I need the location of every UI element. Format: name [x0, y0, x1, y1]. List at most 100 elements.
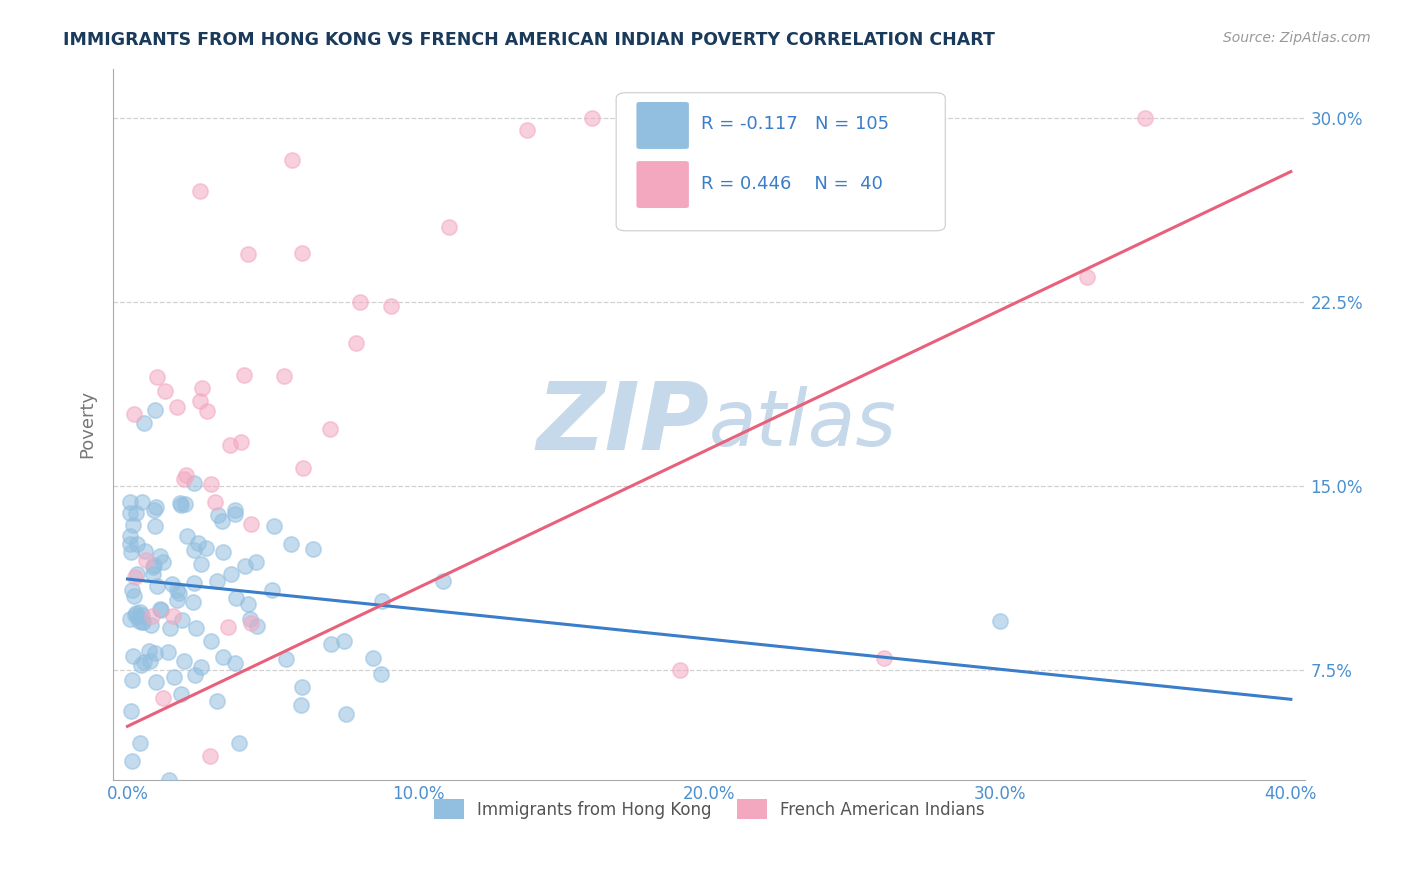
Point — [224, 502, 246, 516]
Point — [145, 675, 167, 690]
Point — [371, 594, 394, 608]
Point — [219, 438, 242, 452]
Point — [361, 651, 384, 665]
FancyBboxPatch shape — [616, 93, 945, 231]
Point — [1135, 111, 1157, 125]
Point — [121, 582, 143, 597]
Point — [139, 654, 162, 668]
Point — [669, 663, 692, 677]
Point — [225, 591, 247, 606]
Point — [160, 577, 183, 591]
Point — [291, 460, 314, 475]
Point — [145, 370, 167, 384]
Point — [240, 516, 263, 531]
Point — [143, 403, 166, 417]
Point — [166, 593, 188, 607]
Point — [205, 694, 228, 708]
Point — [145, 579, 167, 593]
Point — [141, 617, 163, 632]
Point — [437, 219, 460, 234]
Point — [159, 621, 181, 635]
Point — [432, 574, 454, 589]
Point — [204, 495, 226, 509]
Point — [152, 555, 174, 569]
Point — [302, 541, 325, 556]
Point — [291, 245, 314, 260]
Point — [200, 634, 222, 648]
Point — [183, 476, 205, 491]
Text: Source: ZipAtlas.com: Source: ZipAtlas.com — [1223, 31, 1371, 45]
Point — [231, 435, 253, 450]
Point — [128, 615, 150, 629]
Point — [245, 555, 267, 569]
Point — [157, 773, 180, 788]
Point — [335, 706, 357, 721]
Point — [198, 748, 221, 763]
Point — [131, 615, 153, 630]
Legend: Immigrants from Hong Kong, French American Indians: Immigrants from Hong Kong, French Americ… — [427, 793, 991, 825]
FancyBboxPatch shape — [637, 102, 689, 149]
Text: atlas: atlas — [709, 386, 897, 462]
Point — [170, 613, 193, 627]
Point — [228, 736, 250, 750]
Point — [134, 544, 156, 558]
Point — [173, 654, 195, 668]
Point — [170, 687, 193, 701]
Point — [233, 558, 256, 573]
Point — [211, 514, 233, 528]
Point — [188, 393, 211, 408]
Point — [200, 477, 222, 491]
Point — [149, 603, 172, 617]
Point — [217, 620, 239, 634]
Point — [232, 368, 254, 383]
Point — [170, 498, 193, 512]
Point — [142, 503, 165, 517]
Point — [142, 559, 165, 574]
Point — [195, 404, 218, 418]
Point — [122, 589, 145, 603]
Point — [122, 649, 145, 664]
Point — [143, 646, 166, 660]
Point — [138, 644, 160, 658]
Point — [276, 651, 298, 665]
Point — [152, 690, 174, 705]
Point — [380, 299, 402, 313]
Point — [581, 111, 603, 125]
Point — [184, 667, 207, 681]
Point — [145, 500, 167, 514]
Point — [207, 508, 229, 523]
Point — [141, 567, 163, 582]
Point — [988, 614, 1011, 628]
Point — [120, 506, 142, 520]
Point — [122, 407, 145, 421]
Point — [121, 673, 143, 688]
Point — [167, 586, 190, 600]
Point — [239, 615, 262, 630]
Point — [129, 658, 152, 673]
Point — [120, 495, 142, 509]
Text: ZIP: ZIP — [536, 378, 709, 470]
Point — [120, 545, 142, 559]
Point — [224, 656, 246, 670]
Point — [181, 595, 204, 609]
Text: R = -0.117   N = 105: R = -0.117 N = 105 — [700, 115, 889, 133]
Point — [291, 680, 314, 694]
Point — [173, 472, 195, 486]
Point — [349, 294, 371, 309]
Point — [873, 650, 896, 665]
Point — [141, 608, 163, 623]
Point — [166, 401, 188, 415]
Point — [183, 542, 205, 557]
Point — [125, 606, 148, 620]
Point — [125, 537, 148, 551]
Point — [370, 666, 392, 681]
Point — [121, 754, 143, 768]
Point — [122, 517, 145, 532]
Point — [132, 615, 155, 630]
Point — [1076, 270, 1098, 285]
Point — [131, 607, 153, 622]
Point — [273, 369, 295, 384]
Point — [157, 645, 180, 659]
Point — [238, 247, 260, 261]
Point — [280, 537, 302, 551]
